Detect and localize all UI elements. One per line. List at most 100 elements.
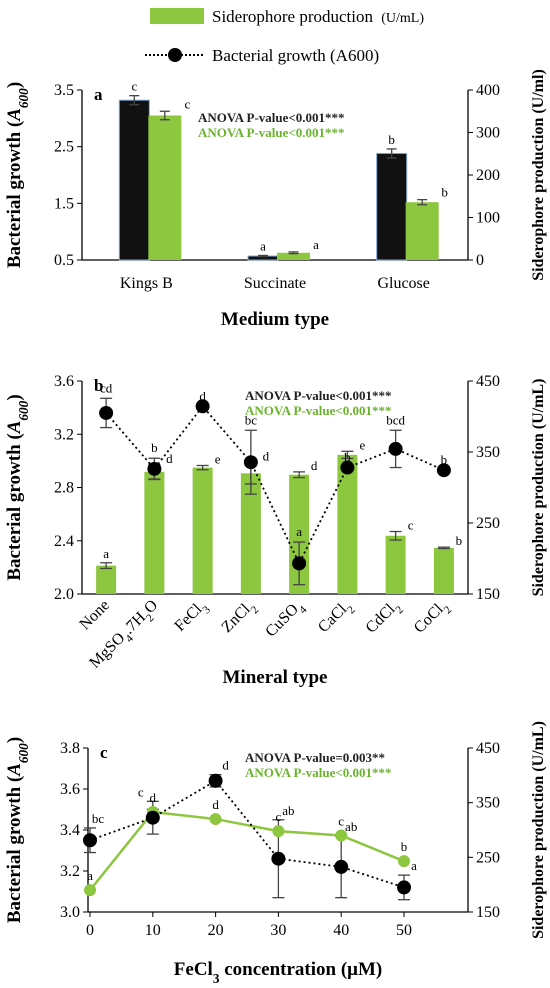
panel-c-letter-siderophore: a (87, 868, 93, 883)
panel-c-x-tick-label: 30 (270, 922, 286, 939)
panel-a-left-tick-label: 0.5 (54, 252, 74, 269)
panel-b-bar-siderophore (192, 467, 213, 594)
panel-b-letter-siderophore: e (215, 451, 221, 466)
panel-b-x-tick-label: ZnCl2 (218, 597, 261, 640)
panel-c-point-growth (83, 833, 97, 848)
panel-c-letter-siderophore: b (401, 839, 408, 854)
panel-c-right-tick-label: 250 (476, 849, 500, 866)
panel-c-x-tick-label: 50 (396, 922, 412, 939)
panel-b-right-tick-label: 450 (476, 373, 500, 390)
panel-c-letter-siderophore: d (212, 797, 219, 812)
panel-b-point-growth (99, 405, 114, 420)
panel-b-letter-siderophore: d (263, 449, 270, 464)
panel-c-point-growth (397, 880, 411, 895)
panel-b-right-axis-title: Siderophore production (U/mL) (530, 379, 547, 597)
panel-b-x-axis-title: Mineral type (222, 667, 327, 688)
panel-c-letter-siderophore: d (150, 790, 157, 805)
panel-c-right-tick-label: 450 (476, 740, 500, 757)
panel-a-left-tick-label: 1.5 (54, 195, 74, 212)
panel-c-x-tick-label: 20 (208, 922, 224, 939)
panel-c-left-tick-label: 3.0 (60, 904, 80, 921)
panel-b-left-tick-label: 3.2 (54, 426, 74, 443)
panel-c-letter-growth: ab (345, 819, 357, 834)
panel-c-point-siderophore (335, 829, 348, 842)
panel-b-left-tick-label: 3.6 (54, 373, 74, 390)
panel-a-bar-siderophore (148, 115, 182, 260)
panel-c-point-growth (334, 859, 349, 874)
panel-b-x-tick-label: CaCl2 (315, 597, 358, 640)
chart-panel-c: 3.0 3.2 3.4 3.6 3.8 150 250 350 450 Bacterial gro… (4, 721, 547, 985)
panel-a-right-axis-title: Siderophore production (U/ml) (530, 69, 547, 281)
panel-c-point-siderophore (209, 813, 222, 826)
panel-c-panel-letter: c (100, 743, 108, 762)
panel-a-letter-growth: c (131, 79, 137, 94)
panel-a-bar-siderophore (277, 252, 310, 260)
panel-b-right-tick-label: 150 (476, 586, 500, 603)
panel-c-left-tick-label: 3.6 (60, 781, 80, 798)
panel-b-letter-growth: a (296, 524, 302, 539)
panel-c-letter-siderophore: c (338, 813, 344, 828)
panel-b-left-axis-title: Bacterial growth (A600) (4, 394, 31, 580)
panel-b-point-growth (292, 556, 307, 571)
panel-b-letter-siderophore: d (166, 451, 173, 466)
panel-b-panel-letter: b (94, 376, 103, 395)
panel-a-right-tick-label: 200 (476, 167, 500, 184)
chart-panel-a: 0.5 1.5 2.5 3.5 0 100 200 300 400 Bacterial growt… (4, 69, 547, 330)
panel-c-point-siderophore (398, 855, 410, 868)
panel-a-bar-siderophore (405, 202, 439, 260)
panel-b-letter-growth: b (441, 452, 448, 467)
chart-panel-b: 2.0 2.4 2.8 3.2 3.6 150 250 350 450 Bacterial gro… (4, 373, 547, 688)
panel-b-point-growth (436, 463, 451, 478)
panel-b-x-tick-label: CdCl2 (363, 597, 406, 640)
panel-c-point-siderophore (272, 825, 285, 838)
panel-a-letter-siderophore: b (441, 185, 448, 200)
panel-a-letter-siderophore: c (184, 96, 190, 111)
panel-a-bar-growth (118, 99, 150, 261)
panel-b-bar-siderophore (385, 535, 406, 594)
panel-b-right-tick-label: 350 (476, 444, 500, 461)
panel-b-right-tick-label: 250 (476, 515, 500, 532)
panel-a-right-tick-label: 300 (476, 125, 500, 142)
panel-c-growth-line (89, 779, 405, 889)
panel-b-point-growth (243, 455, 258, 470)
panel-c-letter-growth: bc (92, 811, 105, 826)
panel-b-bar-siderophore (337, 454, 358, 594)
panel-a-bar-growth (376, 152, 408, 261)
panel-b-point-growth (147, 461, 162, 476)
panel-b-bar-siderophore (433, 547, 454, 594)
panel-a-left-tick-label: 2.5 (54, 139, 74, 156)
panel-c-x-tick-label: 10 (145, 922, 161, 939)
panel-b-x-tick-label: None (76, 597, 113, 634)
panel-c-left-axis-title: Bacterial growth (A600) (4, 737, 31, 923)
legend: Siderophore production (U/mL) Bacterial … (145, 7, 424, 65)
panel-b-point-growth (388, 441, 403, 456)
panel-c-anova-siderophore: ANOVA P-value<0.001*** (245, 765, 392, 780)
panel-b-letter-growth: b (344, 450, 351, 465)
panel-b-letter-growth: bc (245, 412, 258, 427)
panel-b-bar-siderophore (144, 471, 165, 594)
panel-b-x-tick-label: FeCl3 (171, 597, 213, 639)
panel-a-right-tick-label: 100 (476, 210, 500, 227)
panel-a-right-tick-label: 0 (476, 252, 484, 269)
panel-a-x-axis-title: Medium type (221, 309, 329, 330)
panel-c-x-tick-label: 40 (333, 922, 349, 939)
panel-c-letter-growth: d (222, 758, 229, 773)
panel-b-letter-siderophore: c (408, 518, 414, 533)
panel-c-left-tick-label: 3.4 (60, 822, 80, 839)
legend-marker (168, 48, 182, 62)
panel-a-right-tick-label: 400 (476, 82, 500, 99)
panel-a-x-tick-label: Succinate (244, 275, 306, 292)
panel-c-anova-growth: ANOVA P-value=0.003** (245, 750, 385, 765)
panel-c-right-tick-label: 150 (476, 904, 500, 921)
panel-c-right-axis-title: Siderophore production (U/mL) (530, 721, 547, 939)
panel-c-left-tick-label: 3.8 (60, 740, 80, 757)
panel-b-x-tick-label: CuSO4 (262, 597, 309, 644)
panel-b-letter-growth: d (199, 388, 206, 403)
legend-bar-swatch (150, 8, 204, 24)
panel-c-letter-growth: ab (282, 803, 294, 818)
panel-a-letter-siderophore: a (313, 237, 319, 252)
panel-b-letter-siderophore: e (359, 437, 365, 452)
panel-b-letter-siderophore: d (311, 458, 318, 473)
panel-a-anova-siderophore: ANOVA P-value<0.001*** (198, 125, 345, 140)
panel-b-left-tick-label: 2.0 (54, 586, 74, 603)
